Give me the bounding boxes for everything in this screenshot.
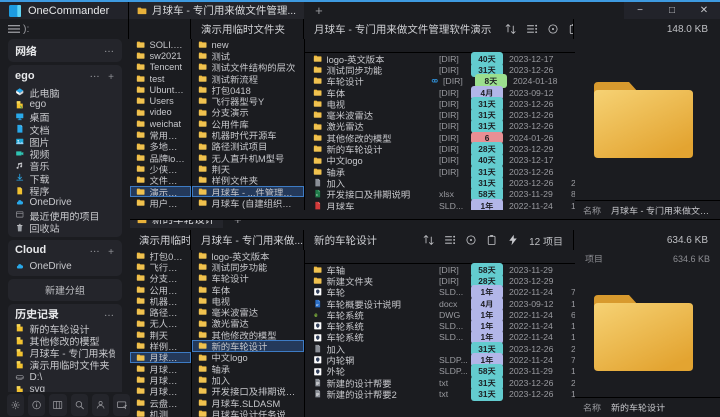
svg-text:X: X: [316, 194, 318, 198]
svg-text:e: e: [314, 313, 318, 319]
